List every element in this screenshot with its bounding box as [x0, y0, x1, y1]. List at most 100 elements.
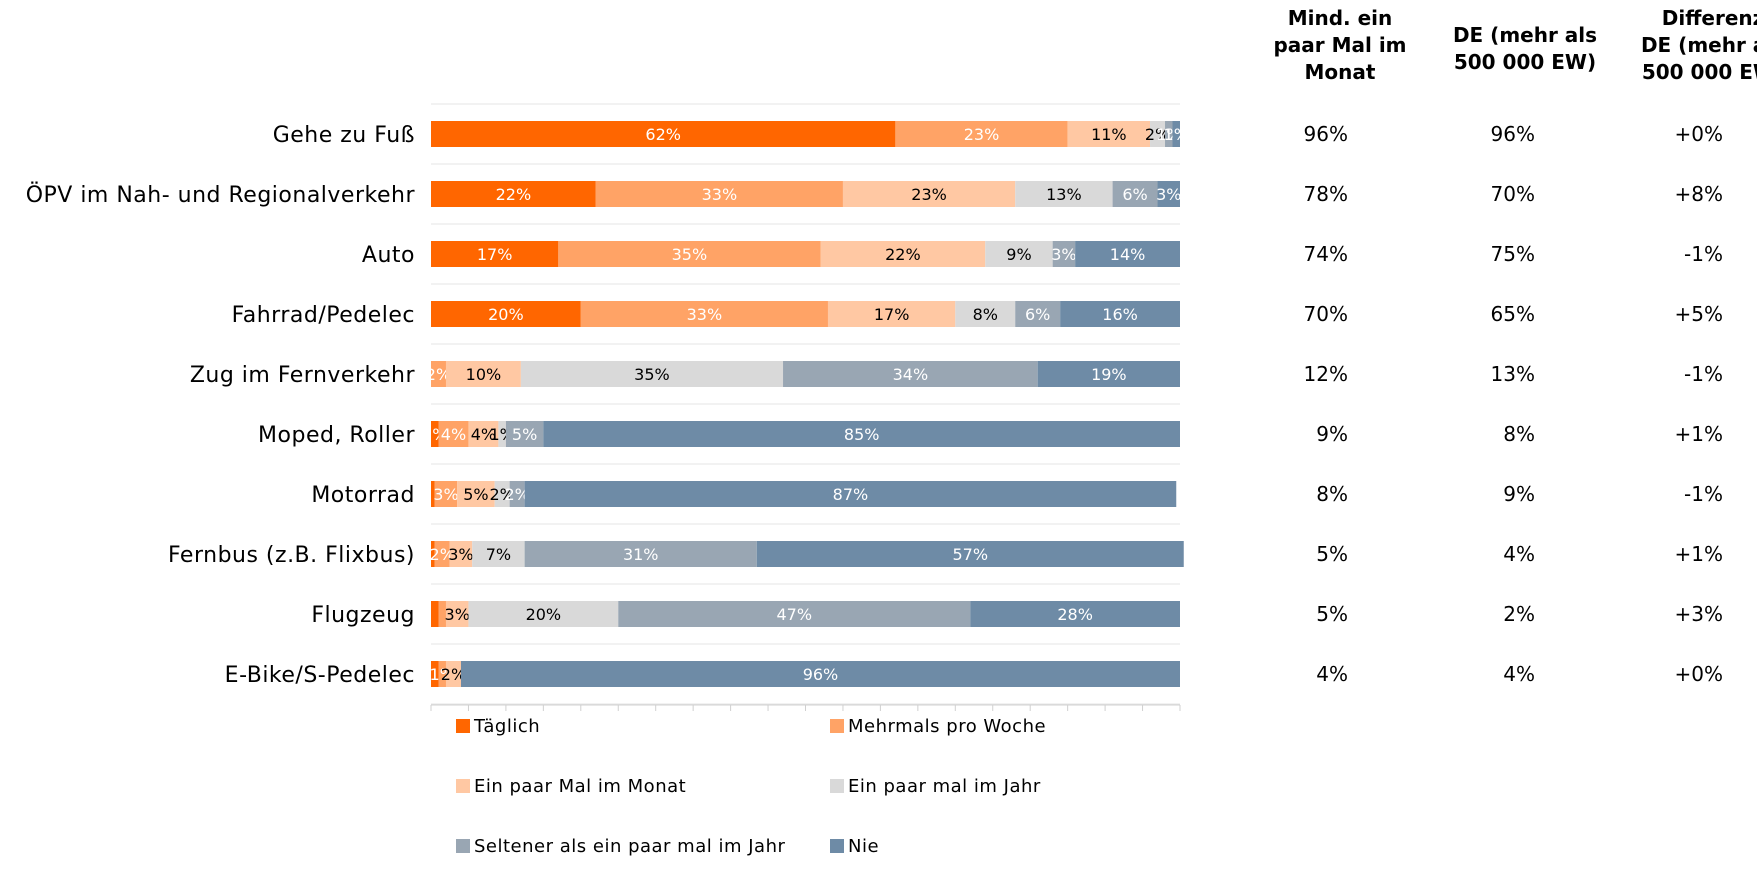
segment-label: 3%: [445, 605, 470, 624]
segment-label: 2%: [426, 365, 451, 384]
bar-segment: [580, 301, 828, 327]
bar-segment: [1015, 301, 1061, 327]
segment-label: 34%: [893, 365, 929, 384]
segment-label: 2%: [489, 485, 514, 504]
table-cell: 65%: [1491, 302, 1535, 326]
table-cell: 8%: [1503, 422, 1535, 446]
table-cell: 70%: [1491, 182, 1535, 206]
bar-segment: [468, 601, 619, 627]
category-label: Moped, Roller: [258, 423, 415, 448]
category-label: Zug im Fernverkehr: [190, 363, 416, 388]
bar-segment: [509, 481, 525, 507]
bar-segment: [1037, 361, 1180, 387]
bar-segment: [445, 661, 461, 687]
legend-label: Mehrmals pro Woche: [848, 716, 1046, 737]
table-cell: 13%: [1491, 362, 1535, 386]
legend-label: Seltener als ein paar mal im Jahr: [474, 836, 785, 857]
table-cell: -1%: [1684, 242, 1723, 266]
segment-label: 10%: [466, 365, 502, 384]
segment-label: 6%: [1122, 185, 1147, 204]
table-cell: +1%: [1675, 422, 1724, 446]
bar-segment: [1165, 121, 1173, 147]
segment-label: 87%: [833, 485, 869, 504]
bar-segment: [1015, 181, 1113, 207]
segment-label: 17%: [874, 305, 910, 324]
bar-segment: [431, 301, 581, 327]
segment-label: 17%: [477, 245, 513, 264]
column-header: paar Mal im: [1273, 33, 1406, 57]
segment-label: 28%: [1057, 605, 1093, 624]
segment-label: 20%: [488, 305, 524, 324]
category-label: Motorrad: [311, 483, 415, 508]
table-cell: +3%: [1675, 602, 1724, 626]
table-cell: 2%: [1503, 602, 1535, 626]
category-label: Fernbus (z.B. Flixbus): [168, 543, 415, 568]
bar-segment: [468, 421, 499, 447]
column-header: 500 000 EW): [1642, 60, 1757, 84]
segment-label: 3%: [433, 485, 458, 504]
legend-label: Ein paar Mal im Monat: [474, 776, 686, 797]
segment-label: 2%: [430, 545, 455, 564]
bar-segment: [438, 421, 469, 447]
bar-segment: [431, 601, 439, 627]
segment-label: 22%: [496, 185, 532, 204]
bar-segment: [505, 421, 544, 447]
segment-label: 19%: [1091, 365, 1127, 384]
bar-segment: [595, 181, 843, 207]
legend-swatch: [456, 779, 470, 793]
legend-swatch: [830, 719, 844, 733]
segment-label: 23%: [964, 125, 1000, 144]
table-cell: 4%: [1503, 542, 1535, 566]
segment-label: 1%: [1164, 125, 1189, 144]
segment-label: 3%: [1156, 185, 1181, 204]
segment-label: 62%: [645, 125, 681, 144]
segment-label: 2%: [441, 665, 466, 684]
bar-segment: [498, 421, 506, 447]
segment-label: 85%: [844, 425, 880, 444]
segment-label: 31%: [623, 545, 659, 564]
column-header: DE (mehr als: [1453, 23, 1597, 47]
bar-segment: [449, 541, 473, 567]
segment-label: 5%: [463, 485, 488, 504]
table-cell: +1%: [1675, 542, 1724, 566]
bar-segment: [970, 601, 1180, 627]
bar-segment: [460, 661, 1181, 687]
legend-swatch: [830, 839, 844, 853]
column-header: Mind. ein: [1288, 6, 1393, 30]
segment-label: 57%: [952, 545, 988, 564]
bar-segment: [434, 541, 450, 567]
table-cell: 74%: [1304, 242, 1348, 266]
segment-label: 35%: [672, 245, 708, 264]
bar-segment: [558, 241, 821, 267]
bar-segment: [438, 661, 446, 687]
table-cell: +0%: [1675, 122, 1724, 146]
bar-segment: [820, 241, 986, 267]
column-header: DE (mehr als: [1641, 33, 1757, 57]
bar-segment: [472, 541, 525, 567]
segment-label: 13%: [1046, 185, 1082, 204]
bar-segment: [438, 601, 446, 627]
category-label: Gehe zu Fuß: [273, 123, 415, 148]
bar-segment: [955, 301, 1016, 327]
segment-label: 20%: [526, 605, 562, 624]
segment-label: 3%: [1051, 245, 1076, 264]
bar-segment: [1067, 121, 1151, 147]
bar-segment: [783, 361, 1038, 387]
bar-segment: [895, 121, 1068, 147]
table-cell: +8%: [1675, 182, 1724, 206]
bar-segment: [985, 241, 1053, 267]
category-label: E-Bike/S-Pedelec: [225, 663, 415, 688]
column-header: Monat: [1305, 60, 1376, 84]
segment-label: 4%: [441, 425, 466, 444]
table-cell: 96%: [1491, 122, 1535, 146]
bar-segment: [431, 241, 559, 267]
segment-label: 9%: [1006, 245, 1031, 264]
segment-label: 22%: [885, 245, 921, 264]
column-header: Differenz: [1662, 6, 1757, 30]
segment-label: 3%: [448, 545, 473, 564]
table-cell: 12%: [1304, 362, 1348, 386]
table-cell: 4%: [1503, 662, 1535, 686]
bar-segment: [524, 541, 757, 567]
table-cell: 9%: [1503, 482, 1535, 506]
